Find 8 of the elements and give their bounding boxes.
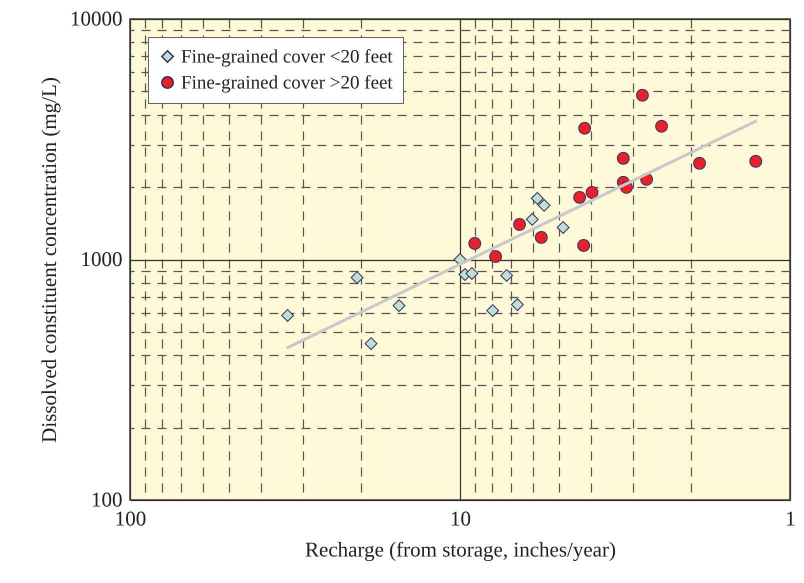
legend-label: Fine-grained cover <20 feet [181, 46, 394, 68]
y-axis-title: Dissolved constituent concentration (mg/L) [37, 77, 61, 443]
x-axis-title: Recharge (from storage, inches/year) [305, 538, 616, 562]
legend-label: Fine-grained cover >20 feet [181, 72, 394, 94]
y-tick-label: 1000 [80, 247, 122, 271]
y-tick-label: 10000 [70, 6, 122, 30]
x-tick-label: 10 [450, 506, 471, 530]
x-tick-label: 1 [785, 506, 796, 530]
